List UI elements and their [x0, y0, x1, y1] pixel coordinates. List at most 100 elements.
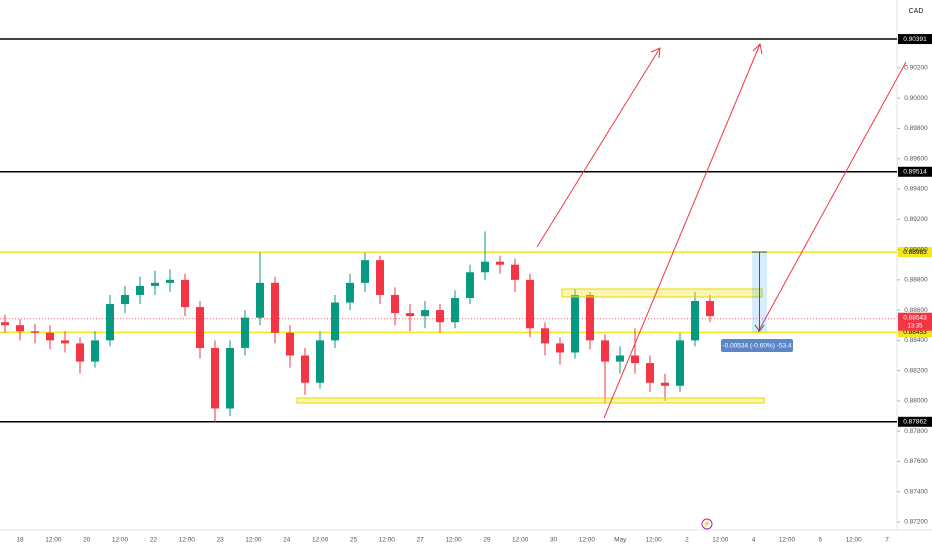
measure-arrowhead: [754, 324, 765, 332]
level-label: 0.87862: [903, 419, 927, 426]
x-tick-label: 12:00: [179, 537, 196, 544]
y-tick-label: 0.90200: [904, 65, 928, 72]
candle-body: [196, 307, 204, 348]
candle-body: [76, 343, 84, 362]
candle-body: [91, 340, 99, 362]
candle-body: [541, 328, 549, 344]
x-tick-label: 30: [550, 537, 558, 544]
candle-body: [526, 279, 534, 329]
x-tick-label: 29: [483, 537, 491, 544]
x-tick-label: 12:00: [45, 537, 62, 544]
candle-body: [271, 282, 279, 333]
level-label: 0.90391: [903, 36, 927, 43]
level-label: 0.88983: [903, 249, 927, 256]
candle-body: [376, 260, 384, 295]
candle-body: [181, 279, 189, 308]
candle-body: [136, 285, 144, 295]
x-tick-label: 7: [885, 537, 889, 544]
arrows: [536, 42, 907, 419]
candle-body: [646, 363, 654, 383]
candle-body: [691, 301, 699, 341]
candle-body: [661, 382, 669, 386]
x-tick-label: 2: [685, 537, 689, 544]
measure-label: -0.00534 (-0.60%) -53.4: [722, 343, 791, 350]
x-tick-label: 27: [417, 537, 425, 544]
x-tick-label: 12:00: [712, 537, 729, 544]
candle-body: [466, 272, 474, 298]
x-tick-label: 12:00: [846, 537, 863, 544]
candle-body: [346, 282, 354, 303]
currency-label: CAD: [909, 8, 924, 15]
y-tick-label: 0.89400: [904, 186, 928, 193]
x-tick-label: May: [614, 537, 627, 544]
x-tick-label: 4: [752, 537, 756, 544]
last-price-box: [898, 312, 932, 331]
candle-body: [151, 282, 159, 286]
y-tick-label: 0.88600: [904, 307, 928, 314]
candle-body: [46, 332, 54, 341]
y-tick-label: 0.88000: [904, 398, 928, 405]
x-tick-label: 12:00: [379, 537, 396, 544]
candle-body: [121, 294, 129, 305]
x-tick-label: 20: [83, 537, 91, 544]
candle-body: [301, 355, 309, 383]
x-tick-label: 12:00: [445, 537, 462, 544]
candle-body: [481, 261, 489, 273]
candle-body: [676, 340, 684, 386]
x-tick-label: 12:00: [779, 537, 796, 544]
y-tick-label: 0.87800: [904, 428, 928, 435]
x-tick-label: 12:00: [245, 537, 262, 544]
x-tick-label: 12:00: [512, 537, 529, 544]
candle-body: [631, 355, 639, 364]
measure-label-box: [721, 339, 793, 352]
candle-body: [361, 260, 369, 283]
level-label-box: [898, 327, 932, 338]
x-tick-label: 25: [350, 537, 358, 544]
candle-body: [451, 297, 459, 323]
candle-body: [211, 347, 219, 409]
candle-body: [316, 340, 324, 383]
last-price-label: 0.88543: [903, 314, 927, 321]
zone-box: [561, 288, 763, 298]
level-label: 0.88453: [903, 329, 927, 336]
candle-body: [496, 261, 504, 265]
candle-body: [256, 282, 264, 318]
candle-body: [511, 264, 519, 280]
x-tick-label: 6: [818, 537, 822, 544]
candle-body: [391, 294, 399, 314]
y-tick-label: 0.89000: [904, 246, 928, 253]
level-label-box: [898, 416, 932, 427]
candle-body: [556, 343, 564, 353]
candle-body: [286, 332, 294, 356]
level-label-box: [898, 34, 932, 45]
y-tick-label: 0.88200: [904, 367, 928, 374]
candle-body: [1, 322, 9, 326]
y-tick-label: 0.87600: [904, 458, 928, 465]
y-tick-label: 0.89600: [904, 155, 928, 162]
candle-body: [706, 301, 714, 317]
countdown-label: 13:35: [907, 323, 923, 329]
x-tick-label: 12:00: [112, 537, 129, 544]
event-icon: [701, 518, 713, 530]
event-icon-glyph: ⚡: [703, 519, 712, 528]
candle-body: [16, 325, 24, 332]
level-label-box: [898, 247, 932, 258]
y-tick-label: 0.87400: [904, 488, 928, 495]
candle-body: [166, 279, 174, 283]
zone-box: [296, 397, 765, 404]
candle-body: [616, 355, 624, 362]
x-tick-label: 12:00: [579, 537, 596, 544]
candle-body: [601, 340, 609, 362]
x-tick-label: 18: [16, 537, 24, 544]
candle-body: [226, 347, 234, 409]
x-tick-label: 23: [216, 537, 224, 544]
candle-body: [331, 302, 339, 341]
candle-body: [586, 294, 594, 341]
candle-body: [406, 313, 414, 317]
candle-body: [31, 331, 39, 333]
x-tick-label: 24: [283, 537, 291, 544]
candle-body: [241, 317, 249, 348]
x-tick-label: 12:00: [312, 537, 329, 544]
y-tick-label: 0.88800: [904, 277, 928, 284]
